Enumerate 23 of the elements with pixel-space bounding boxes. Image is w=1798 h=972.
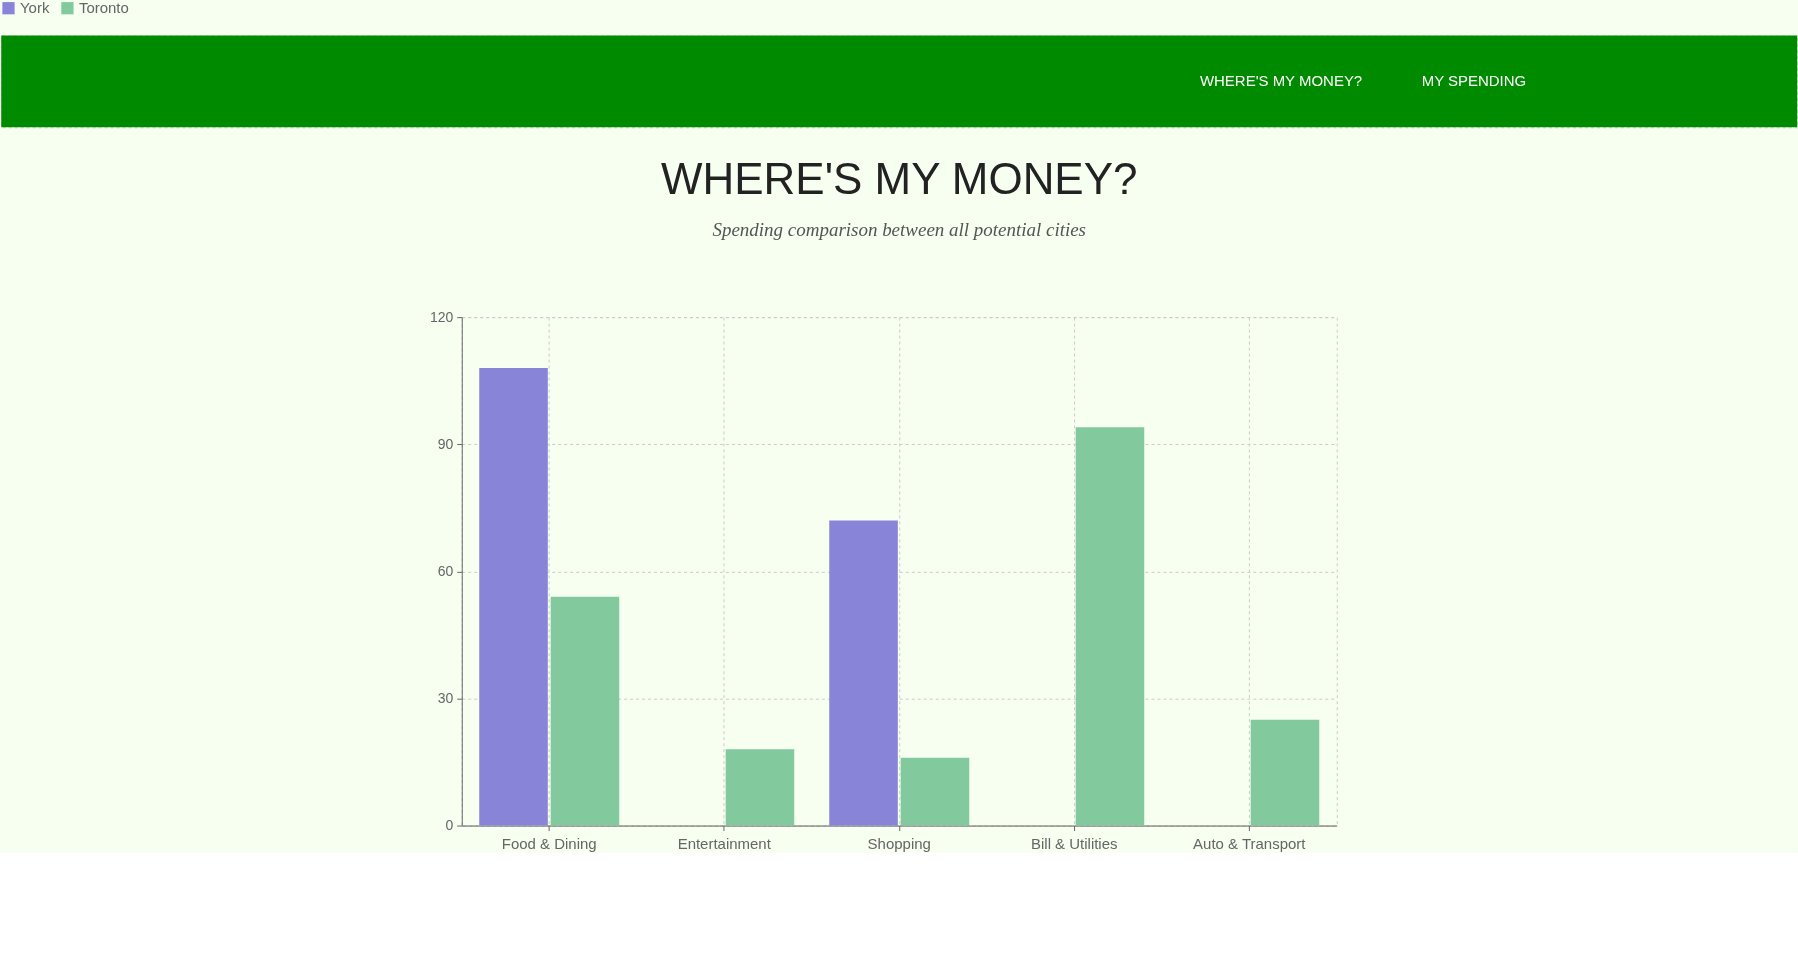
- chart-subtitle: Spending comparison between all potential cities: [712, 219, 1087, 241]
- bar: [725, 749, 795, 826]
- y-tick-label: 120: [429, 308, 454, 325]
- text: MY SPENDING: [1421, 72, 1527, 90]
- bar: [900, 757, 970, 826]
- bar: [550, 596, 620, 826]
- y-tick-label: 90: [437, 435, 454, 452]
- x-tick-label: Food & Dining: [501, 835, 597, 853]
- y-tick-label: 30: [437, 689, 454, 706]
- bar: [479, 367, 548, 826]
- y-tick-label: 0: [445, 817, 454, 834]
- x-tick-label: Shopping: [867, 835, 931, 853]
- chart-title: WHERE'S MY MONEY?: [661, 154, 1138, 204]
- x-tick-label: Entertainment: [677, 835, 772, 853]
- x-tick-label: Auto & Transport: [1193, 835, 1307, 853]
- bar: [829, 520, 898, 826]
- legend-label: Toronto: [78, 0, 129, 17]
- bar: [1075, 427, 1145, 826]
- bar: [1250, 719, 1320, 826]
- legend-label: York: [19, 0, 50, 17]
- y-tick-label: 60: [437, 562, 454, 579]
- x-tick-label: Bill & Utilities: [1031, 835, 1118, 853]
- text: WHERE'S MY MONEY?: [1199, 72, 1363, 90]
